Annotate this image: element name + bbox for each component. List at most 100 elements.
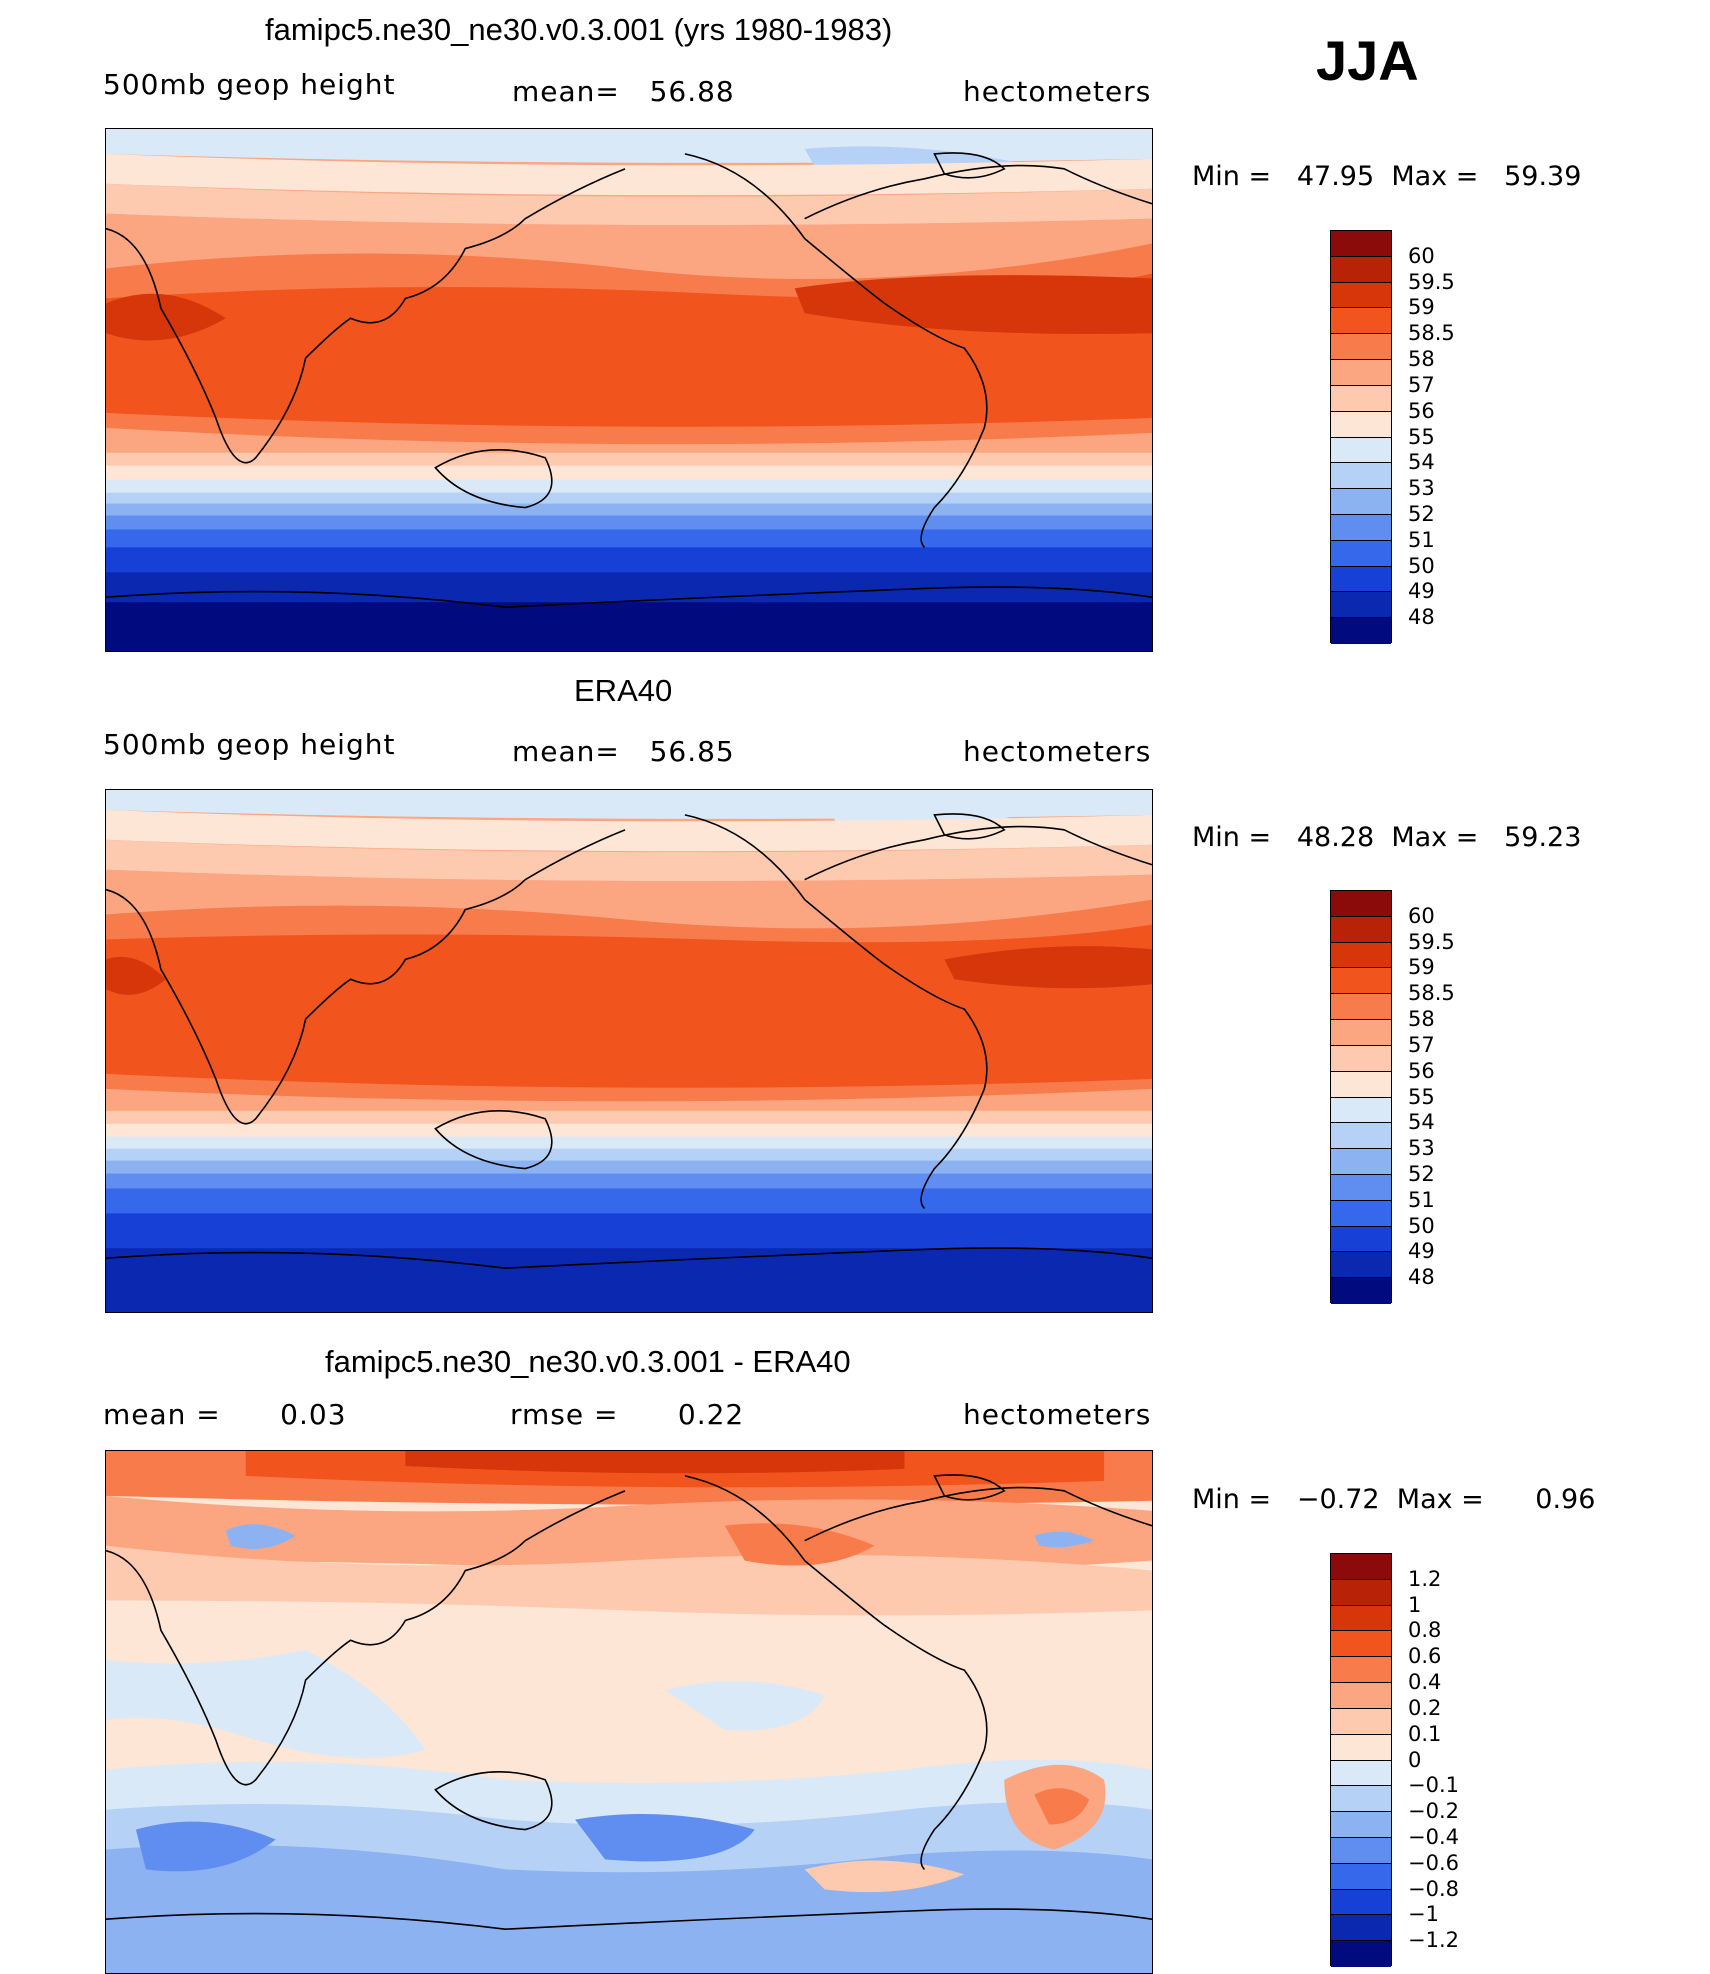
- panel1-colorbar-label: 54: [1408, 450, 1435, 475]
- panel1-colorbar-segment: [1331, 540, 1391, 567]
- panel3-colorbar-label: 1: [1408, 1592, 1422, 1617]
- panel2-min-max: Min = 48.28 Max = 59.23: [1192, 822, 1582, 853]
- panel1-colorbar-segment: [1331, 334, 1391, 361]
- panel2-colorbar-segment: [1331, 1071, 1391, 1098]
- panel1-colorbar-segment: [1331, 411, 1391, 438]
- panel3-colorbar-label: 0.1: [1408, 1721, 1442, 1746]
- panel1-colorbar-segment: [1331, 231, 1391, 257]
- panel3-colorbar-label: 0.2: [1408, 1695, 1442, 1720]
- panel3-colorbar-segment: [1331, 1812, 1391, 1838]
- panel1-colorbar-label: 59.5: [1408, 269, 1455, 294]
- panel2-colorbar-label: 50: [1408, 1213, 1435, 1238]
- panel2-colorbar-label: 54: [1408, 1110, 1435, 1135]
- panel1-colorbar-segment: [1331, 463, 1391, 490]
- panel1-coastlines: [106, 152, 1152, 608]
- panel2-map: [105, 789, 1153, 1313]
- panel1-colorbar-label: 56: [1408, 398, 1435, 423]
- panel3-colorbar-segment: [1331, 1554, 1391, 1580]
- panel3-mean-label: mean = 0.03: [103, 1398, 347, 1431]
- panel2-colorbar-segment: [1331, 1174, 1391, 1201]
- panel2-colorbar-label: 60: [1408, 903, 1435, 928]
- panel2-colorbar-segment: [1331, 994, 1391, 1021]
- panel3-coastlines: [106, 1474, 1152, 1930]
- panel3-colorbar-segment: [1331, 1579, 1391, 1606]
- panel2-colorbar-label: 59: [1408, 955, 1435, 980]
- panel3-colorbar-label: 0: [1408, 1747, 1422, 1772]
- panel1-colorbar-segment: [1331, 618, 1391, 644]
- panel2-colorbar-label: 59.5: [1408, 929, 1455, 954]
- panel2-colorbar-segment: [1331, 891, 1391, 917]
- panel3-title: famipc5.ne30_ne30.v0.3.001 - ERA40: [325, 1344, 851, 1379]
- panel1-colorbar-label: 55: [1408, 424, 1435, 449]
- panel2-colorbar-label: 55: [1408, 1084, 1435, 1109]
- panel3-colorbar-segment: [1331, 1863, 1391, 1890]
- panel2-colorbar-label: 52: [1408, 1161, 1435, 1186]
- panel2-colorbar-label: 57: [1408, 1032, 1435, 1057]
- panel3-colorbar-segment: [1331, 1786, 1391, 1813]
- panel3-min-max: Min = −0.72 Max = 0.96: [1192, 1484, 1596, 1515]
- panel2-colorbar-label: 51: [1408, 1187, 1435, 1212]
- panel3-colorbar-segment: [1331, 1837, 1391, 1864]
- panel2-colorbar-segment: [1331, 1097, 1391, 1124]
- panel3-colorbar-segment: [1331, 1708, 1391, 1735]
- panel3-colorbar-label: −1.2: [1408, 1928, 1459, 1953]
- panel1-colorbar-segment: [1331, 308, 1391, 335]
- panel1-colorbar-label: 59: [1408, 295, 1435, 320]
- panel3-colorbar-label: −0.4: [1408, 1824, 1459, 1849]
- panel3-colorbar-label: 0.6: [1408, 1644, 1442, 1669]
- panel3-colorbar-label: 0.8: [1408, 1618, 1442, 1643]
- panel1-colorbar-segment: [1331, 489, 1391, 515]
- panel2-colorbar-segment: [1331, 1149, 1391, 1175]
- panel3-colorbar-segment: [1331, 1915, 1391, 1942]
- panel2-colorbar-segment: [1331, 1252, 1391, 1279]
- panel3-colorbar-label: 0.4: [1408, 1670, 1442, 1695]
- panel1-colorbar-label: 58.5: [1408, 321, 1455, 346]
- panel2-title: ERA40: [574, 673, 673, 708]
- panel1-colorbar-label: 57: [1408, 372, 1435, 397]
- panel3-colorbar-label: −0.8: [1408, 1876, 1459, 1901]
- panel1-colorbar-label: 48: [1408, 605, 1435, 630]
- panel3-contour-field: [106, 1451, 1152, 1973]
- panel1-colorbar-label: 60: [1408, 243, 1435, 268]
- panel1-colorbar-segment: [1331, 514, 1391, 541]
- panel3-colorbar-segment: [1331, 1734, 1391, 1761]
- panel1-units-label: hectometers: [963, 75, 1152, 108]
- panel3-units-label: hectometers: [963, 1398, 1152, 1431]
- panel1-colorbar-label: 51: [1408, 527, 1435, 552]
- panel3-colorbar-segment: [1331, 1631, 1391, 1658]
- panel2-colorbar-segment: [1331, 1226, 1391, 1253]
- panel3-colorbar-segment: [1331, 1889, 1391, 1916]
- panel1-map: [105, 128, 1153, 652]
- panel2-colorbar-label: 53: [1408, 1136, 1435, 1161]
- panel1-colorbar-label: 53: [1408, 476, 1435, 501]
- panel2-colorbar-segment: [1331, 1200, 1391, 1227]
- panel2-mean-label: mean= 56.85: [512, 735, 735, 768]
- panel2-colorbar-segment: [1331, 942, 1391, 969]
- panel3-colorbar-label: −0.6: [1408, 1850, 1459, 1875]
- panel2-colorbar-segment: [1331, 968, 1391, 995]
- panel3-colorbar-boxes: [1330, 1553, 1392, 1967]
- panel1-colorbar-label: 52: [1408, 501, 1435, 526]
- panel1-colorbar-segment: [1331, 385, 1391, 412]
- panel1-colorbar-segment: [1331, 592, 1391, 619]
- panel1-colorbar-segment: [1331, 282, 1391, 309]
- panel3-colorbar-segment: [1331, 1760, 1391, 1787]
- panel2-colorbar-label: 49: [1408, 1239, 1435, 1264]
- panel1-title: famipc5.ne30_ne30.v0.3.001 (yrs 1980-198…: [265, 12, 893, 47]
- panel2-colorbar-segment: [1331, 1045, 1391, 1072]
- panel3-map: [105, 1450, 1153, 1974]
- panel1-colorbar-boxes: [1330, 230, 1392, 644]
- panel2-colorbar-segment: [1331, 1020, 1391, 1046]
- panel2-colorbar-boxes: [1330, 890, 1392, 1304]
- panel2-colorbar-label: 58.5: [1408, 981, 1455, 1006]
- panel2-colorbar-label: 48: [1408, 1265, 1435, 1290]
- panel2-colorbar-segment: [1331, 1278, 1391, 1304]
- panel2-units-label: hectometers: [963, 735, 1152, 768]
- panel2-colorbar-label: 56: [1408, 1058, 1435, 1083]
- panel1-colorbar-segment: [1331, 437, 1391, 464]
- panel3-rmse-label: rmse = 0.22: [510, 1398, 745, 1431]
- panel2-contour-field: [106, 790, 1152, 1312]
- panel1-variable-label: 500mb geop height: [103, 68, 396, 101]
- panel1-contour-field: [106, 129, 1152, 651]
- panel3-colorbar-segment: [1331, 1683, 1391, 1709]
